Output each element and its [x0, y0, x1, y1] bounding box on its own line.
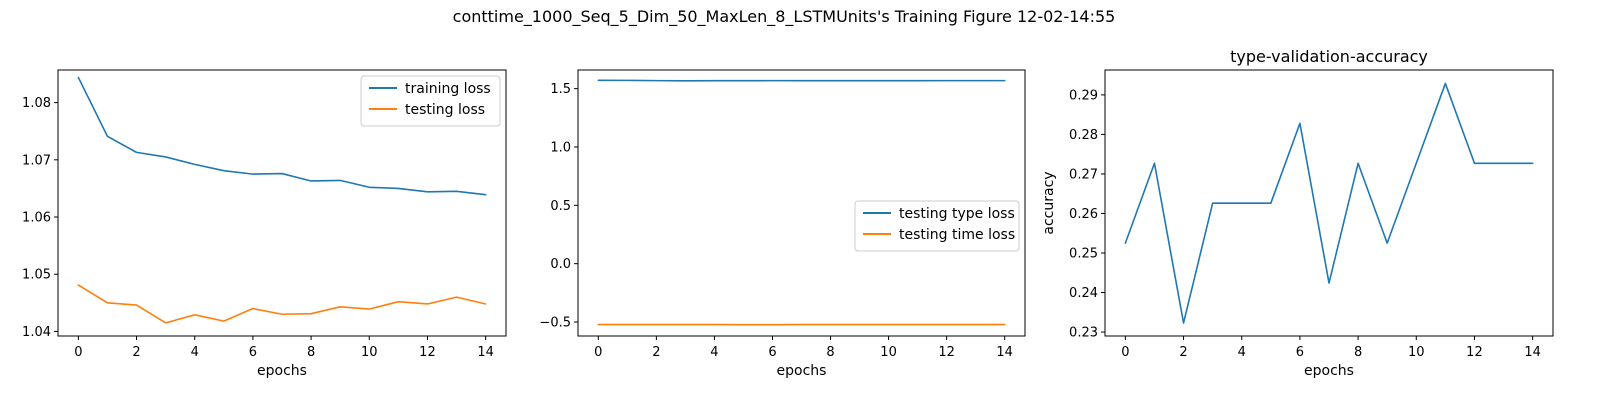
- x-tick-label: 0: [74, 345, 82, 360]
- y-tick-label: 0.27: [1069, 167, 1098, 182]
- figure-suptitle: conttime_1000_Seq_5_Dim_50_MaxLen_8_LSTM…: [453, 7, 1116, 27]
- x-tick-label: 6: [768, 345, 776, 360]
- x-tick-label: 14: [1524, 345, 1541, 360]
- x-tick-label: 8: [826, 345, 834, 360]
- x-tick-label: 0: [1121, 345, 1129, 360]
- y-tick-label: 1.0: [550, 141, 571, 156]
- x-tick-label: 10: [361, 345, 378, 360]
- x-tick-label: 4: [1238, 345, 1246, 360]
- y-tick-label: −0.5: [539, 316, 571, 331]
- x-tick-label: 10: [880, 345, 897, 360]
- x-tick-label: 2: [132, 345, 140, 360]
- series-line-1: [77, 76, 487, 196]
- legend: testing type loss testing time loss: [854, 200, 1020, 252]
- y-tick-label: 1.04: [22, 325, 51, 340]
- x-tick-label: 0: [594, 345, 602, 360]
- x-tick-label: 4: [710, 345, 718, 360]
- series-line-1: [597, 79, 1006, 82]
- series-line-1: [1124, 82, 1534, 324]
- y-tick-label: 0.25: [1069, 246, 1098, 261]
- legend: training loss testing loss: [360, 75, 501, 127]
- x-tick-label: 8: [307, 345, 315, 360]
- y-tick-label: 0.28: [1069, 128, 1098, 143]
- x-axis-label: epochs: [1304, 363, 1354, 379]
- y-tick-label: 0.29: [1069, 88, 1098, 103]
- legend-box: [854, 200, 1020, 252]
- series-line-2: [77, 284, 487, 324]
- y-tick-label: 0.0: [550, 257, 571, 272]
- y-tick-label: 0.24: [1069, 286, 1098, 301]
- y-tick-label: 1.5: [550, 82, 571, 97]
- x-tick-label: 14: [996, 345, 1013, 360]
- x-tick-label: 8: [1354, 345, 1362, 360]
- axes-frame: [577, 69, 1026, 337]
- y-tick-label: 1.07: [22, 153, 51, 168]
- y-tick-label: 1.06: [22, 211, 51, 226]
- x-tick-label: 4: [191, 345, 199, 360]
- y-axis-label: accuracy: [1041, 171, 1057, 234]
- y-tick-label: 0.26: [1069, 207, 1098, 222]
- plot-title: type-validation-accuracy: [1230, 47, 1428, 66]
- axes-frame: [1104, 69, 1554, 337]
- y-tick-label: 0.5: [550, 199, 571, 214]
- x-tick-label: 12: [419, 345, 436, 360]
- x-axis-label: epochs: [257, 363, 307, 379]
- legend-label: training loss: [405, 81, 491, 97]
- y-tick-label: 1.08: [22, 96, 51, 111]
- x-tick-label: 2: [652, 345, 660, 360]
- x-tick-label: 12: [1466, 345, 1483, 360]
- x-tick-label: 14: [477, 345, 494, 360]
- plot-panel-1: 0 2 4 6 8 10 12 14 1.04 1.05 1.06 1.07 1.08 epochs tra…: [22, 69, 507, 379]
- x-tick-label: 12: [938, 345, 955, 360]
- plot-panel-3: 0 2 4 6 8 10 12 14 0.23 0.24 0.25 0.26 0.27 0.28 0.29 e…: [1041, 47, 1554, 379]
- x-tick-label: 6: [249, 345, 257, 360]
- x-tick-label: 2: [1179, 345, 1187, 360]
- x-axis-label: epochs: [777, 363, 827, 379]
- plot-panel-2: 0 2 4 6 8 10 12 14 −0.5 0.0 0.5 1.0 1.5 epochs testing…: [539, 69, 1026, 379]
- legend-label: testing time loss: [899, 227, 1015, 243]
- legend-label: testing type loss: [899, 206, 1015, 222]
- legend-label: testing loss: [405, 102, 485, 118]
- x-tick-label: 6: [1296, 345, 1304, 360]
- axes-frame: [57, 69, 507, 337]
- x-tick-label: 10: [1408, 345, 1425, 360]
- y-tick-label: 1.05: [22, 268, 51, 283]
- y-tick-label: 0.23: [1069, 326, 1098, 341]
